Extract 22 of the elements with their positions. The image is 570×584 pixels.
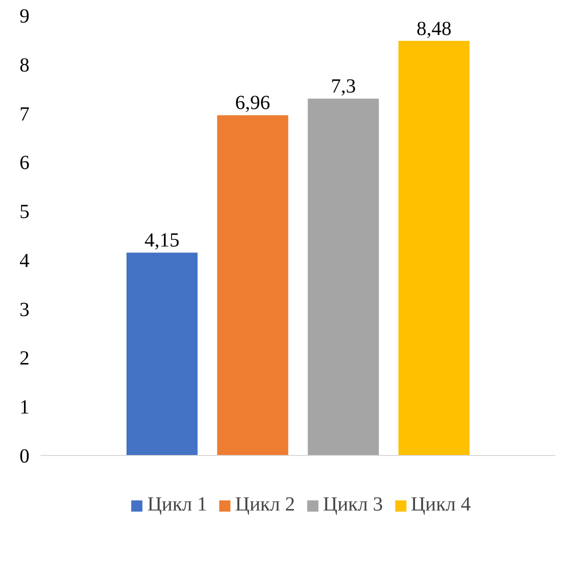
data-label: 7,3 bbox=[330, 76, 356, 98]
y-tick-label: 0 bbox=[20, 446, 30, 468]
bar bbox=[308, 98, 379, 456]
bar bbox=[398, 40, 470, 456]
legend-label: Цикл 1 bbox=[147, 494, 208, 516]
bar bbox=[126, 252, 198, 456]
data-label: 8,48 bbox=[416, 18, 452, 40]
y-tick-label: 7 bbox=[20, 103, 30, 126]
y-tick-label: 9 bbox=[20, 6, 30, 28]
data-label: 6,96 bbox=[235, 92, 270, 114]
y-tick-label: 5 bbox=[20, 201, 30, 224]
bar bbox=[217, 115, 288, 456]
y-tick-label: 1 bbox=[20, 396, 30, 419]
legend-label: Цикл 2 bbox=[235, 494, 295, 516]
y-tick-label: 3 bbox=[20, 298, 30, 321]
legend-label: Цикл 4 bbox=[410, 494, 471, 516]
legend-label: Цикл 3 bbox=[323, 494, 383, 516]
y-tick-label: 2 bbox=[20, 348, 30, 370]
y-tick-label: 4 bbox=[20, 250, 30, 272]
y-tick-label: 6 bbox=[20, 152, 30, 174]
y-tick-label: 8 bbox=[20, 54, 30, 76]
data-label: 4,15 bbox=[144, 230, 180, 252]
